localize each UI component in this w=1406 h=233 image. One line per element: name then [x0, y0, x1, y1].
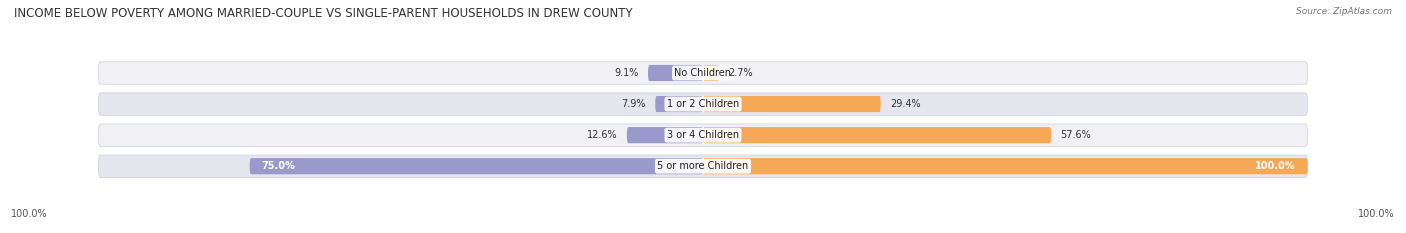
- Text: 12.6%: 12.6%: [588, 130, 617, 140]
- Text: 5 or more Children: 5 or more Children: [658, 161, 748, 171]
- FancyBboxPatch shape: [703, 65, 720, 81]
- Text: 9.1%: 9.1%: [614, 68, 638, 78]
- FancyBboxPatch shape: [98, 155, 1308, 177]
- FancyBboxPatch shape: [627, 127, 703, 143]
- Text: INCOME BELOW POVERTY AMONG MARRIED-COUPLE VS SINGLE-PARENT HOUSEHOLDS IN DREW CO: INCOME BELOW POVERTY AMONG MARRIED-COUPL…: [14, 7, 633, 20]
- Text: 100.0%: 100.0%: [11, 209, 48, 219]
- Text: 100.0%: 100.0%: [1256, 161, 1295, 171]
- Text: No Children: No Children: [675, 68, 731, 78]
- FancyBboxPatch shape: [703, 96, 880, 112]
- FancyBboxPatch shape: [703, 127, 1052, 143]
- Text: 100.0%: 100.0%: [1358, 209, 1395, 219]
- FancyBboxPatch shape: [98, 124, 1308, 146]
- FancyBboxPatch shape: [703, 158, 1308, 174]
- Text: 75.0%: 75.0%: [262, 161, 295, 171]
- FancyBboxPatch shape: [98, 93, 1308, 115]
- FancyBboxPatch shape: [655, 96, 703, 112]
- Text: 1 or 2 Children: 1 or 2 Children: [666, 99, 740, 109]
- FancyBboxPatch shape: [98, 62, 1308, 84]
- Text: 57.6%: 57.6%: [1060, 130, 1091, 140]
- Text: 2.7%: 2.7%: [728, 68, 754, 78]
- Text: 3 or 4 Children: 3 or 4 Children: [666, 130, 740, 140]
- FancyBboxPatch shape: [249, 158, 703, 174]
- Text: Source: ZipAtlas.com: Source: ZipAtlas.com: [1296, 7, 1392, 16]
- Text: 7.9%: 7.9%: [621, 99, 647, 109]
- Text: 29.4%: 29.4%: [890, 99, 921, 109]
- FancyBboxPatch shape: [648, 65, 703, 81]
